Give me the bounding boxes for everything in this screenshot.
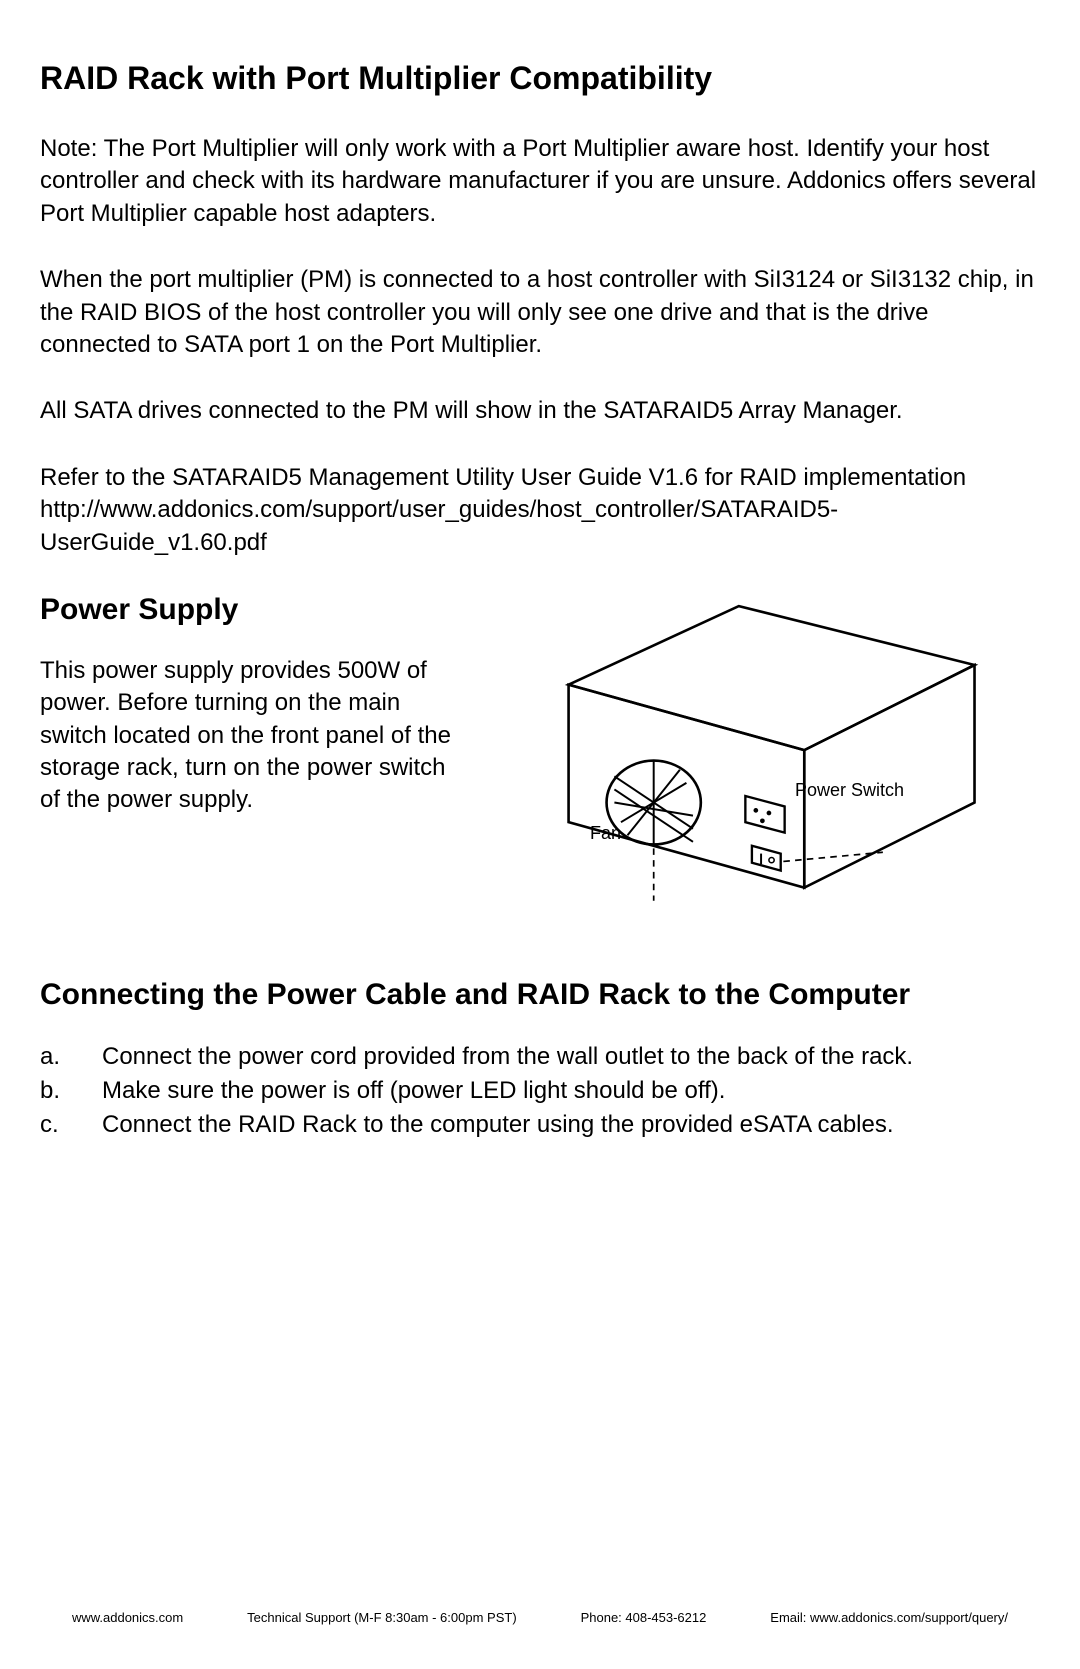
step-letter: c. bbox=[40, 1108, 102, 1142]
power-supply-section: Power Supply This power supply provides … bbox=[40, 593, 1040, 938]
step-c: c. Connect the RAID Rack to the computer… bbox=[40, 1108, 1040, 1142]
step-letter: b. bbox=[40, 1074, 102, 1108]
paragraph-power-supply: This power supply provides 500W of power… bbox=[40, 655, 470, 817]
paragraph-sataraid-guide: Refer to the SATARAID5 Management Utilit… bbox=[40, 462, 1040, 559]
step-a: a. Connect the power cord provided from … bbox=[40, 1040, 1040, 1074]
step-text: Connect the RAID Rack to the computer us… bbox=[102, 1108, 894, 1142]
psu-box-icon bbox=[490, 593, 1040, 933]
diagram-label-power-switch: Power Switch bbox=[795, 780, 904, 801]
paragraph-sata-drives: All SATA drives connected to the PM will… bbox=[40, 395, 1040, 427]
paragraph-pm-host: When the port multiplier (PM) is connect… bbox=[40, 264, 1040, 361]
heading-power-supply: Power Supply bbox=[40, 593, 470, 627]
step-text: Make sure the power is off (power LED li… bbox=[102, 1074, 725, 1108]
heading-raid-compat: RAID Rack with Port Multiplier Compatibi… bbox=[40, 60, 1040, 97]
connection-steps: a. Connect the power cord provided from … bbox=[40, 1040, 1040, 1141]
power-supply-diagram: Fan Power Switch bbox=[490, 593, 1040, 938]
step-letter: a. bbox=[40, 1040, 102, 1074]
footer-email: Email: www.addonics.com/support/query/ bbox=[770, 1610, 1008, 1625]
footer-support: Technical Support (M-F 8:30am - 6:00pm P… bbox=[247, 1610, 517, 1625]
footer-url: www.addonics.com bbox=[72, 1610, 183, 1625]
heading-connecting: Connecting the Power Cable and RAID Rack… bbox=[40, 978, 1040, 1012]
footer-phone: Phone: 408-453-6212 bbox=[581, 1610, 707, 1625]
step-b: b. Make sure the power is off (power LED… bbox=[40, 1074, 1040, 1108]
page-footer: www.addonics.com Technical Support (M-F … bbox=[0, 1610, 1080, 1625]
diagram-label-fan: Fan bbox=[590, 823, 621, 844]
step-text: Connect the power cord provided from the… bbox=[102, 1040, 913, 1074]
paragraph-note: Note: The Port Multiplier will only work… bbox=[40, 133, 1040, 230]
